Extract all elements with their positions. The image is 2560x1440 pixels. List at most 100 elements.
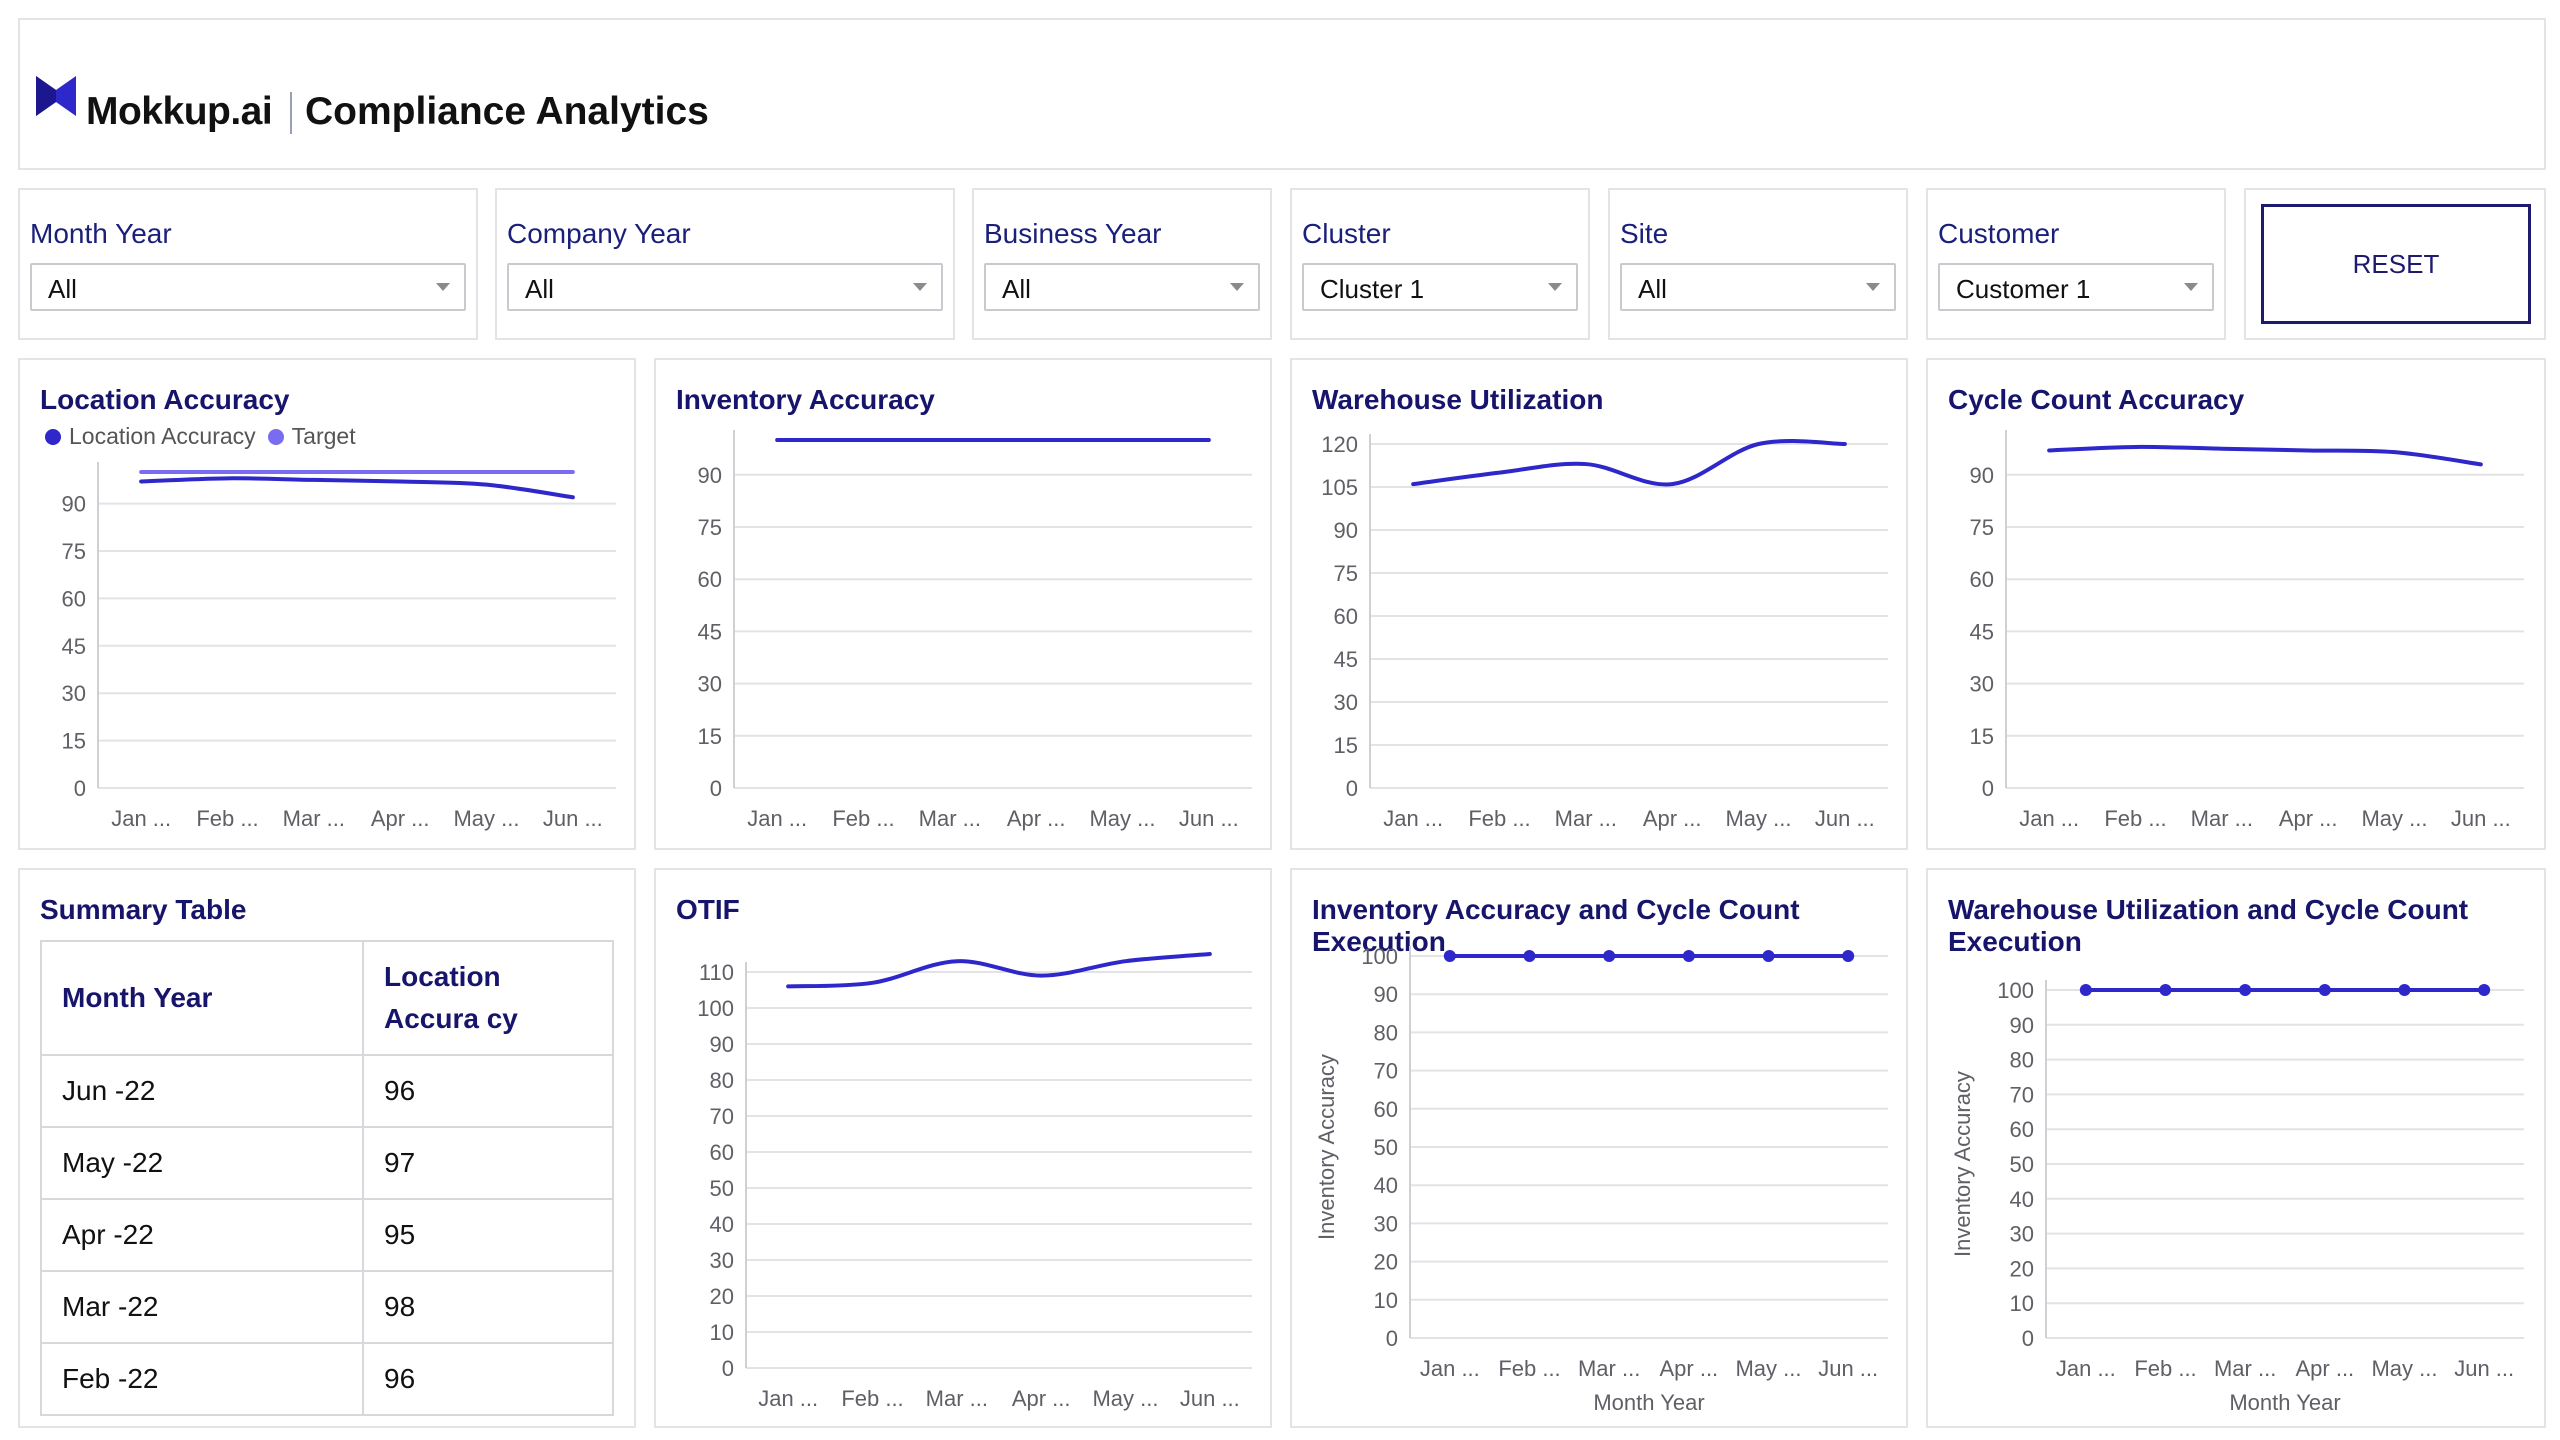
table-cell: May -22 bbox=[40, 1126, 364, 1200]
x-tick-label: Jan ... bbox=[758, 1386, 818, 1411]
customer-select[interactable]: Customer 1 bbox=[1938, 263, 2214, 311]
company-year-select[interactable]: All bbox=[507, 263, 943, 311]
x-tick-label: Apr ... bbox=[2295, 1356, 2354, 1381]
y-tick-label: 60 bbox=[1970, 567, 1994, 592]
y-tick-label: 110 bbox=[699, 960, 734, 985]
data-point bbox=[2398, 984, 2411, 996]
table-header-row: Month Year Location Accura cy bbox=[40, 940, 614, 1056]
table-cell: 97 bbox=[362, 1126, 614, 1200]
business-year-select[interactable]: All bbox=[984, 263, 1260, 311]
y-tick-label: 60 bbox=[2010, 1117, 2034, 1142]
mokkup-logo-icon bbox=[36, 76, 76, 116]
y-tick-label: 40 bbox=[1374, 1173, 1398, 1198]
brand-divider bbox=[290, 92, 292, 134]
y-tick-label: 20 bbox=[1374, 1250, 1398, 1275]
y-tick-label: 90 bbox=[698, 463, 722, 488]
y-tick-label: 80 bbox=[710, 1068, 734, 1093]
x-tick-label: Jan ... bbox=[1383, 806, 1443, 831]
table-cell: 96 bbox=[362, 1054, 614, 1128]
x-tick-label: Jun ... bbox=[1180, 1386, 1240, 1411]
y-tick-label: 90 bbox=[1334, 518, 1358, 543]
data-point bbox=[1443, 950, 1456, 962]
x-tick-label: May ... bbox=[453, 806, 519, 831]
x-tick-label: Jan ... bbox=[2056, 1356, 2116, 1381]
select-value: Customer 1 bbox=[1956, 274, 2091, 304]
site-select[interactable]: All bbox=[1620, 263, 1896, 311]
y-tick-label: 30 bbox=[1970, 672, 1994, 697]
y-tick-label: 120 bbox=[1321, 432, 1358, 457]
inventory-accuracy-card: Inventory Accuracy 0 15 30 45 60 75 90 Jan ... F… bbox=[654, 358, 1272, 850]
table-title: Summary Table bbox=[40, 894, 247, 925]
x-tick-label: Jun ... bbox=[1815, 806, 1875, 831]
data-point bbox=[1842, 950, 1855, 962]
table-cell: Mar -22 bbox=[40, 1270, 364, 1344]
data-point bbox=[1603, 950, 1616, 962]
y-tick-label: 0 bbox=[722, 1356, 734, 1381]
chart-title: Cycle Count Accuracy bbox=[1948, 384, 2245, 415]
y-tick-label: 75 bbox=[698, 515, 722, 540]
table-row: Apr -22 95 bbox=[40, 1198, 614, 1272]
filter-business-year: Business Year All bbox=[972, 188, 1272, 340]
cluster-select[interactable]: Cluster 1 bbox=[1302, 263, 1578, 311]
x-axis-title: Month Year bbox=[2229, 1390, 2340, 1415]
chevron-down-icon bbox=[2184, 283, 2198, 291]
y-tick-label: 50 bbox=[2010, 1152, 2034, 1177]
table-cell: Apr -22 bbox=[40, 1198, 364, 1272]
x-tick-label: Jan ... bbox=[747, 806, 807, 831]
x-tick-label: Feb ... bbox=[841, 1386, 903, 1411]
reset-button[interactable]: RESET bbox=[2261, 204, 2531, 324]
y-tick-label: 15 bbox=[62, 729, 86, 754]
chevron-down-icon bbox=[1548, 283, 1562, 291]
x-tick-label: May ... bbox=[1735, 1356, 1801, 1381]
warehouse-utilization-card: Warehouse Utilization 0 15 30 45 60 75 90 105 12… bbox=[1290, 358, 1908, 850]
filter-cluster: Cluster Cluster 1 bbox=[1290, 188, 1590, 340]
y-tick-label: 45 bbox=[698, 619, 722, 644]
x-tick-label: Apr ... bbox=[1012, 1386, 1071, 1411]
y-tick-label: 70 bbox=[2010, 1082, 2034, 1107]
legend-label: Target bbox=[291, 423, 356, 449]
data-point bbox=[1523, 950, 1536, 962]
filter-month-year: Month Year All bbox=[18, 188, 478, 340]
column-header-month-year[interactable]: Month Year bbox=[40, 940, 364, 1056]
y-tick-label: 15 bbox=[1334, 733, 1358, 758]
filter-label: Company Year bbox=[507, 218, 691, 249]
y-tick-label: 60 bbox=[698, 567, 722, 592]
x-tick-label: Mar ... bbox=[2214, 1356, 2276, 1381]
chevron-down-icon bbox=[1866, 283, 1880, 291]
y-tick-label: 105 bbox=[1321, 475, 1358, 500]
table-scroll-area[interactable]: Summary Table Month Year Location Accura… bbox=[20, 870, 634, 1426]
column-header-location-accuracy[interactable]: Location Accura cy bbox=[362, 940, 614, 1056]
select-value: All bbox=[48, 274, 77, 304]
x-tick-label: Feb ... bbox=[832, 806, 894, 831]
series-line-0 bbox=[1411, 439, 1847, 487]
series-line-0 bbox=[2047, 444, 2483, 467]
location-accuracy-chart: 0 15 30 45 60 75 90 Jan ... Feb ... Mar ... Apr ..… bbox=[62, 462, 616, 831]
legend-label: Location Accuracy bbox=[69, 423, 256, 449]
x-axis-title: Month Year bbox=[1593, 1390, 1704, 1415]
filter-label: Site bbox=[1620, 218, 1669, 249]
y-tick-label: 75 bbox=[62, 539, 86, 564]
x-tick-label: Apr ... bbox=[1007, 806, 1066, 831]
x-tick-label: Mar ... bbox=[926, 1386, 988, 1411]
x-tick-label: Apr ... bbox=[2279, 806, 2338, 831]
inventory-cycle-execution-card: Inventory Accuracy and Cycle Count Execu… bbox=[1290, 868, 1908, 1428]
warehouse-cycle-execution-card: Warehouse Utilization and Cycle Count Ex… bbox=[1926, 868, 2546, 1428]
y-tick-label: 90 bbox=[62, 492, 86, 517]
select-value: All bbox=[525, 274, 554, 304]
x-tick-label: Jun ... bbox=[1818, 1356, 1878, 1381]
month-year-select[interactable]: All bbox=[30, 263, 466, 311]
y-tick-label: 60 bbox=[1374, 1097, 1398, 1122]
chart-legend: Location Accuracy Target bbox=[45, 423, 356, 450]
x-tick-label: Jan ... bbox=[1420, 1356, 1480, 1381]
x-tick-label: May ... bbox=[1725, 806, 1791, 831]
y-tick-label: 0 bbox=[2022, 1326, 2034, 1351]
table-cell: 95 bbox=[362, 1198, 614, 1272]
series-line-0 bbox=[786, 952, 1212, 989]
x-tick-label: May ... bbox=[2371, 1356, 2437, 1381]
filter-label: Business Year bbox=[984, 218, 1162, 249]
y-tick-label: 10 bbox=[2010, 1291, 2034, 1316]
summary-table: Month Year Location Accura cy Jun -22 96… bbox=[40, 940, 614, 1416]
y-tick-label: 80 bbox=[2010, 1048, 2034, 1073]
legend-swatch-target bbox=[267, 428, 284, 445]
y-tick-label: 0 bbox=[710, 776, 722, 801]
